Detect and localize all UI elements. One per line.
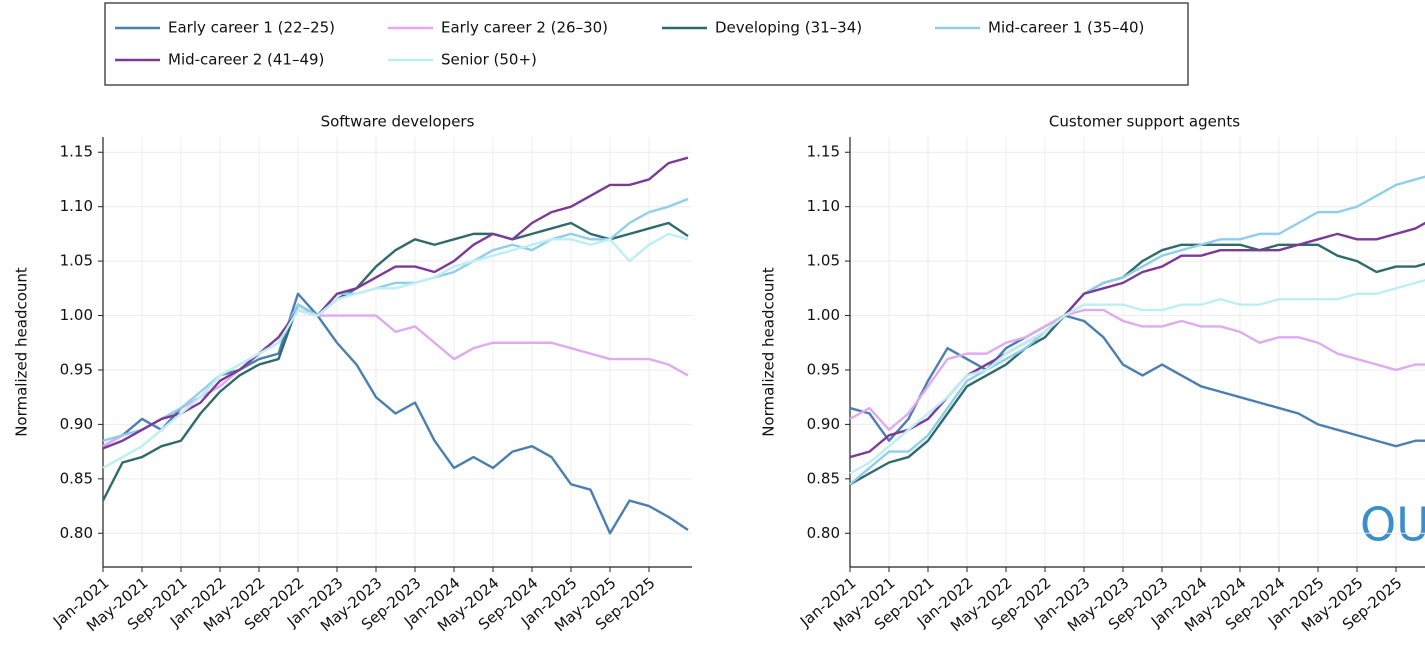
y-tick-label: 0.95 (60, 360, 93, 378)
series-line (849, 243, 1425, 486)
series-line (849, 314, 1425, 448)
series-line (849, 308, 1425, 432)
legend-label: Mid-career 2 (41–49) (168, 51, 324, 69)
y-tick-label: 0.90 (807, 415, 840, 433)
y-tick-label: 1.05 (807, 252, 840, 270)
series-line (849, 221, 1425, 459)
series-line (102, 197, 689, 442)
series-line (849, 278, 1425, 475)
plot: Customer support agents Normalized headco… (760, 113, 1425, 635)
plot: Software developers Normalized headcount 0… (13, 113, 692, 635)
series-line (102, 292, 689, 535)
y-tick-label: 0.85 (60, 469, 93, 487)
watermark: OU (1360, 498, 1425, 552)
chart-title: Software developers (321, 113, 475, 131)
legend-label: Mid-career 1 (35–40) (988, 19, 1144, 37)
legend-label: Early career 1 (22–25) (168, 19, 335, 37)
y-tick-label: 0.90 (60, 415, 93, 433)
y-tick-label: 0.85 (807, 469, 840, 487)
y-axis-label: Normalized headcount (760, 267, 778, 437)
legend-box (104, 2, 1189, 86)
y-tick-label: 0.80 (60, 524, 93, 542)
series-line (101, 221, 689, 502)
y-tick-label: 1.00 (807, 306, 840, 324)
series-line (102, 156, 689, 450)
series-line (849, 175, 1425, 486)
y-axis-label: Normalized headcount (13, 267, 31, 437)
y-tick-label: 1.00 (60, 306, 93, 324)
y-tick-label: 1.05 (60, 252, 93, 270)
legend-label: Senior (50+) (441, 51, 537, 69)
legend-label: Developing (31–34) (715, 19, 862, 37)
y-tick-label: 1.10 (60, 197, 93, 215)
y-tick-label: 1.15 (60, 143, 93, 161)
y-tick-label: 0.80 (807, 524, 840, 542)
y-tick-label: 1.10 (807, 197, 840, 215)
chart-title: Customer support agents (1049, 113, 1240, 131)
series-line (102, 232, 689, 469)
y-tick-label: 1.15 (807, 143, 840, 161)
legend-label: Early career 2 (26–30) (441, 19, 608, 37)
y-tick-label: 0.95 (807, 360, 840, 378)
